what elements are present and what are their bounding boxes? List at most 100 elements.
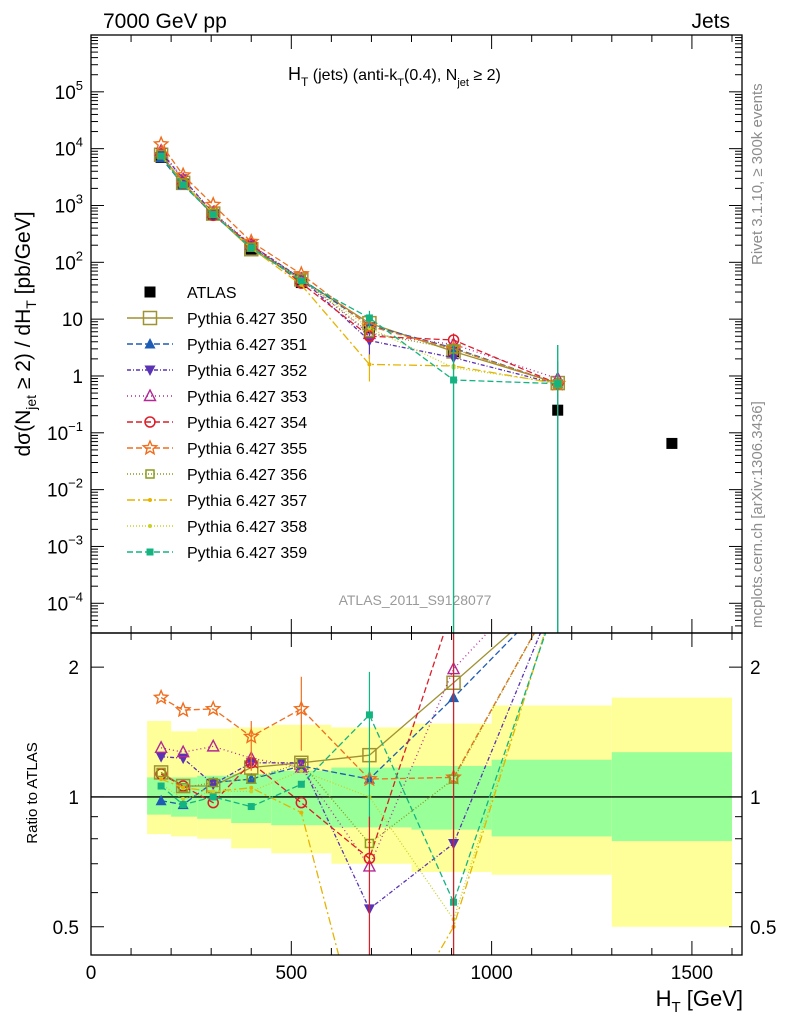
main-plot-frame <box>90 34 743 634</box>
legend-label-2: Pythia 6.427 351 <box>187 337 307 354</box>
header-right: Jets <box>691 10 730 33</box>
ratio-xtick-label: 0 <box>86 963 97 984</box>
ratio-point-5-0 <box>152 688 170 705</box>
ratio-band-inner-7 <box>491 759 612 837</box>
main-line-5 <box>160 154 558 385</box>
main-ytick-label: 10−3 <box>47 532 83 558</box>
legend-marker-9 <box>148 524 152 528</box>
legend-label-3: Pythia 6.427 352 <box>187 363 307 380</box>
main-line-7 <box>160 154 558 385</box>
legend-entry-10: Pythia 6.427 359 <box>127 545 307 562</box>
legend: ATLAS Pythia 6.427 350 Pythia 6.427 351 Pyt… <box>127 285 307 562</box>
main-point-5-2 <box>207 209 219 222</box>
main-ytick-label: 10−4 <box>47 589 83 615</box>
legend-label-0: ATLAS <box>187 285 237 302</box>
legend-label-10: Pythia 6.427 359 <box>187 545 307 562</box>
mcplots-credit-text: mcplots.cern.ch [arXiv:1306.3436] <box>749 401 766 628</box>
ratio-point-9-0 <box>157 782 165 790</box>
ratio-point-7-4 <box>299 810 304 815</box>
ratio-point-7-3 <box>249 785 254 790</box>
legend-marker-10 <box>146 548 154 556</box>
main-ytick-label: 102 <box>55 248 83 274</box>
main-point-4-5 <box>362 326 377 340</box>
x-axis-label: HT [GeV] <box>656 986 743 1016</box>
legend-label-1: Pythia 6.427 350 <box>187 311 307 328</box>
legend-entry-0: ATLAS <box>144 285 237 302</box>
ratio-point-8-3 <box>249 789 254 794</box>
ratio-point-3-0 <box>154 740 168 754</box>
main-ytick-label: 10−1 <box>47 419 83 445</box>
ratio-uncertainty-bands <box>91 697 742 927</box>
main-line-3 <box>160 151 558 385</box>
main-point-10-5 <box>365 314 373 322</box>
legend-entry-1: Pythia 6.427 350 <box>127 310 307 328</box>
legend-label-6: Pythia 6.427 355 <box>187 441 307 458</box>
legend-entry-9: Pythia 6.427 358 <box>127 519 307 536</box>
ratio-point-6-4 <box>296 758 307 768</box>
main-line-6 <box>160 143 558 385</box>
ratio-ytick-label-left: 0.5 <box>53 918 79 939</box>
axes-layer: 10−4 10−3 10−2 10−1 1 10 102 103 104 105 0 500 1000 1… <box>47 34 776 984</box>
ratio-point-1-3 <box>245 773 257 784</box>
main-point-6-2 <box>204 195 222 212</box>
legend-label-4: Pythia 6.427 353 <box>187 389 307 406</box>
legend-entry-8: Pythia 6.427 357 <box>127 493 307 510</box>
legend-entry-5: Pythia 6.427 354 <box>127 415 307 432</box>
ratio-line-6 <box>160 633 536 845</box>
ratio-xtick-label: 500 <box>275 963 307 984</box>
legend-label-7: Pythia 6.427 356 <box>187 467 307 484</box>
legend-entry-2: Pythia 6.427 351 <box>127 337 307 354</box>
legend-label-8: Pythia 6.427 357 <box>187 493 307 510</box>
legend-entry-7: Pythia 6.427 356 <box>127 467 307 484</box>
ratio-xtick-label: 1500 <box>671 963 713 984</box>
ratio-point-9-1 <box>179 801 187 809</box>
ratio-line-1 <box>160 633 518 806</box>
legend-label-5: Pythia 6.427 354 <box>187 415 307 432</box>
main-point-0-8 <box>666 437 678 449</box>
ratio-y-axis-label: Ratio to ATLAS <box>24 742 41 843</box>
legend-marker-5 <box>144 416 156 428</box>
main-series-layer <box>152 135 678 633</box>
ratio-ytick-label-right: 0.5 <box>750 918 776 939</box>
legend-entry-3: Pythia 6.427 352 <box>127 363 307 380</box>
ratio-point-2-0 <box>155 752 167 763</box>
ratio-point-2-4 <box>295 758 307 769</box>
ratio-line-9 <box>160 633 547 904</box>
ratio-point-9-3 <box>247 803 255 811</box>
main-point-10-0 <box>157 152 165 160</box>
ratio-line-7 <box>160 633 546 955</box>
header-left: 7000 GeV pp <box>103 10 227 33</box>
ratio-point-3-1 <box>176 744 190 758</box>
ratio-plot-frame <box>90 632 743 956</box>
ratio-point-3-2 <box>206 738 220 752</box>
rivet-version-text: Rivet 3.1.10, ≥ 300k events <box>749 83 766 265</box>
analysis-watermark: ATLAS_2011_S9128077 <box>339 592 492 608</box>
legend-marker-0 <box>144 286 156 298</box>
main-ytick-label: 10 <box>62 310 83 331</box>
ratio-point-6-3 <box>246 774 256 784</box>
ratio-point-9-2 <box>209 793 217 801</box>
main-point-10-3 <box>247 244 255 252</box>
legend-marker-6 <box>141 439 159 456</box>
main-ytick-label: 105 <box>55 78 83 104</box>
legend-marker-3 <box>144 365 156 376</box>
ratio-point-6-0 <box>156 767 166 778</box>
main-ytick-label: 103 <box>55 191 83 217</box>
ratio-ytick-label-right: 2 <box>750 658 761 679</box>
ratio-point-8-2 <box>211 789 216 794</box>
ratio-point-7-1 <box>181 785 186 790</box>
ratio-ytick-label-right: 1 <box>750 788 761 809</box>
ratio-point-5-2 <box>204 700 222 717</box>
ratio-point-9-4 <box>297 780 305 788</box>
ratio-series-layer <box>152 633 547 955</box>
main-point-6-0 <box>152 135 170 152</box>
legend-marker-1 <box>142 310 158 326</box>
main-point-10-1 <box>179 181 187 189</box>
ratio-point-8-4 <box>299 768 304 773</box>
ratio-point-7-0 <box>159 777 164 782</box>
ratio-xtick-label: 1000 <box>470 963 512 984</box>
main-point-8-5 <box>367 362 372 367</box>
ratio-point-1-0 <box>155 794 167 806</box>
ratio-ytick-label-left: 2 <box>68 658 79 679</box>
